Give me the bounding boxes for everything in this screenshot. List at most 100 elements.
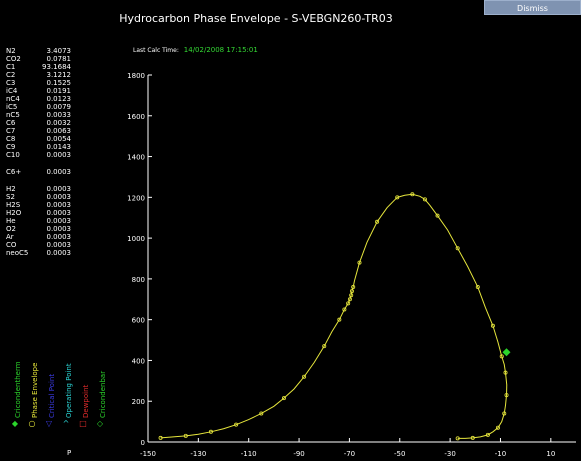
phase-envelope-point	[349, 293, 354, 298]
phase-envelope-point	[490, 323, 495, 328]
legend-symbol-icon: ^	[62, 419, 70, 428]
y-tick-label: 800	[132, 276, 145, 284]
component-value: 0.0123	[46, 95, 72, 103]
cricondentherm-marker	[502, 348, 511, 357]
y-tick-label: 1200	[127, 194, 145, 202]
component-value: 0.0003	[46, 225, 72, 233]
x-tick-label: -50	[394, 450, 405, 458]
component-name: He	[6, 217, 16, 225]
x-tick-label: -70	[344, 450, 355, 458]
component-value: 0.0054	[46, 135, 72, 143]
component-value: 0.0003	[46, 201, 72, 209]
y-tick-label: 600	[132, 317, 145, 325]
component-name: Ar	[6, 233, 14, 241]
component-name: C1	[6, 63, 16, 71]
y-tick-label: 1800	[127, 72, 145, 80]
phase-envelope-line	[160, 193, 508, 439]
component-value: 3.4073	[46, 47, 72, 55]
x-tick-label: -30	[444, 450, 455, 458]
component-value: 0.0003	[46, 185, 72, 193]
phase-envelope-point	[503, 370, 508, 375]
x-tick-label: -10	[495, 450, 506, 458]
phase-envelope-point	[234, 422, 239, 427]
p-label: P	[67, 449, 72, 457]
phase-envelope-point	[281, 396, 286, 401]
component-name: H2S	[6, 201, 21, 209]
phase-envelope-point	[435, 213, 440, 218]
phase-envelope-point	[302, 374, 307, 379]
component-name: C3	[6, 79, 16, 87]
component-name: iC5	[6, 103, 18, 111]
y-tick-label: 400	[132, 357, 145, 365]
x-tick-label: -110	[241, 450, 257, 458]
component-name: nC4	[6, 95, 20, 103]
component-name: neoC5	[6, 249, 29, 257]
x-tick-label: -90	[293, 450, 304, 458]
component-value: 0.0003	[46, 217, 72, 225]
component-value: 0.0143	[46, 143, 72, 151]
phase-envelope-point	[322, 344, 327, 349]
phase-envelope-point	[395, 195, 400, 200]
phase-envelope-point	[208, 429, 213, 434]
component-name: CO2	[6, 55, 21, 63]
component-value: 0.0003	[46, 249, 72, 257]
component-value: 0.0032	[46, 119, 72, 127]
phase-envelope-point	[455, 436, 460, 441]
component-name: C8	[6, 135, 16, 143]
phase-envelope-point	[342, 307, 347, 312]
phase-envelope-point	[499, 354, 504, 359]
component-value: 0.0003	[46, 168, 72, 176]
y-tick-label: 200	[132, 398, 145, 406]
chart-title: Hydrocarbon Phase Envelope - S-VEBGN260-…	[119, 12, 393, 25]
component-name: O2	[6, 225, 16, 233]
component-value: 0.1525	[46, 79, 72, 87]
phase-envelope-point	[410, 192, 415, 197]
last-calc-value: 14/02/2008 17:15:01	[183, 46, 258, 54]
phase-envelope-point	[502, 411, 507, 416]
x-tick-label: -150	[140, 450, 156, 458]
legend-symbol-icon: ◇	[96, 419, 104, 428]
phase-envelope-point	[375, 219, 380, 224]
component-value: 3.1212	[46, 71, 72, 79]
component-name: C9	[6, 143, 16, 151]
dismiss-button[interactable]: Dismiss	[484, 0, 581, 15]
legend-symbol-icon: ○	[28, 419, 36, 428]
component-value: 0.0003	[46, 241, 72, 249]
component-value: 0.0003	[46, 151, 72, 159]
component-name: S2	[6, 193, 15, 201]
phase-envelope-point	[475, 285, 480, 290]
component-value: 93.1684	[42, 63, 71, 71]
component-name: nC5	[6, 111, 20, 119]
phase-envelope-point	[158, 435, 163, 440]
y-tick-label: 1600	[127, 113, 145, 121]
component-value: 0.0033	[46, 111, 72, 119]
component-name: H2O	[6, 209, 22, 217]
phase-envelope-point	[349, 289, 354, 294]
legend-symbol-icon: □	[79, 419, 87, 428]
component-name: CO	[6, 241, 17, 249]
x-tick-label: 10	[546, 450, 555, 458]
y-tick-label: 1000	[127, 235, 145, 243]
component-name: iC4	[6, 87, 18, 95]
phase-envelope-point	[422, 197, 427, 202]
x-tick-label: -130	[190, 450, 206, 458]
component-value: 0.0003	[46, 233, 72, 241]
component-name: C7	[6, 127, 16, 135]
component-value: 0.0063	[46, 127, 72, 135]
component-value: 0.0191	[46, 87, 72, 95]
phase-envelope-point	[357, 260, 362, 265]
phase-envelope-point	[504, 393, 509, 398]
component-name: C10	[6, 151, 20, 159]
phase-envelope-point	[351, 285, 356, 290]
component-value: 0.0003	[46, 193, 72, 201]
component-value: 0.0781	[46, 55, 72, 63]
legend-symbol-icon: ◆	[11, 419, 19, 428]
component-value: 0.0079	[46, 103, 72, 111]
component-value: 0.0003	[46, 209, 72, 217]
phase-envelope-point	[470, 435, 475, 440]
phase-envelope-point	[337, 317, 342, 322]
last-calc-time: Last Calc Time: 14/02/2008 17:15:01	[133, 46, 258, 54]
component-name: C6+	[6, 168, 22, 176]
phase-envelope-point	[455, 246, 460, 251]
